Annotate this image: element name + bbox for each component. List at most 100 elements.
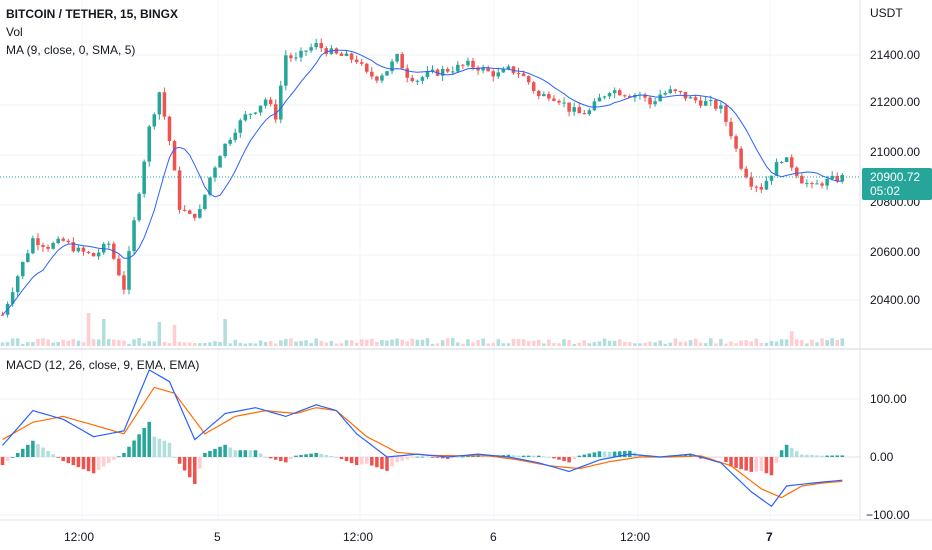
macd-hist-bar (20, 448, 25, 457)
volume-bar (415, 339, 420, 346)
macd-hist-bar (198, 457, 202, 469)
candle-body (774, 162, 779, 176)
volume-bar (658, 340, 662, 346)
candle-body (643, 94, 647, 98)
volume-bar (91, 339, 96, 346)
macd-hist-bar (375, 457, 379, 468)
volume-bar (319, 340, 324, 346)
macd-hist-bar (152, 436, 157, 457)
macd-tick: −100.00 (866, 508, 910, 522)
volume-bar (759, 342, 764, 346)
volume-bar (678, 341, 683, 346)
volume-bar (516, 339, 521, 346)
volume-bar (491, 342, 496, 346)
volume-bar (213, 341, 217, 346)
macd-pane[interactable] (0, 369, 860, 508)
macd-hist-bar (349, 457, 354, 464)
volume-bar (506, 343, 511, 346)
macd-hist-bar (683, 454, 688, 457)
candle-body (612, 90, 617, 94)
macd-hist-bar (759, 457, 764, 472)
macd-hist-bar (415, 456, 420, 458)
volume-bar (344, 340, 349, 346)
candle-body (769, 175, 774, 181)
macd-hist-bar (5, 457, 10, 462)
macd-hist-bar (268, 457, 273, 459)
volume-bar (177, 341, 182, 346)
candle-body (26, 253, 30, 262)
candle-body (203, 194, 207, 209)
macd-hist-bar (754, 457, 759, 472)
volume-bar (10, 338, 15, 346)
macd-hist-bar (304, 454, 308, 457)
last-price-value: 20900.72 (870, 170, 920, 184)
candle-body (66, 240, 71, 243)
volume-bar (289, 338, 293, 346)
candle-body (122, 275, 126, 290)
volume-bar (258, 340, 263, 346)
candle-body (370, 71, 374, 77)
volume-bar (390, 339, 394, 346)
price-axis[interactable]: USDT 21400.00 21200.00 21000.00 20800.00… (870, 6, 920, 307)
volume-bar (754, 338, 759, 346)
volume-bar (734, 343, 738, 346)
macd-hist-bar (223, 444, 227, 457)
candle-body (784, 157, 789, 163)
volume-bar (223, 319, 227, 346)
volume-bar (66, 340, 71, 346)
candle-body (344, 53, 349, 56)
volume-bar (461, 343, 465, 346)
candle-body (754, 186, 759, 188)
volume-bar (486, 343, 490, 346)
macd-hist-bar (96, 457, 101, 470)
macd-hist-bar (15, 452, 20, 457)
macd-hist-bar (714, 457, 718, 458)
macd-hist-bar (825, 455, 829, 457)
volume-bar (840, 338, 845, 346)
candle-body (127, 251, 131, 290)
volume-bar (61, 339, 66, 346)
macd-axis[interactable]: 100.00 0.00 −100.00 (866, 392, 910, 522)
volume-bar (81, 342, 86, 346)
volume-bar (192, 343, 197, 346)
macd-hist-bar (187, 457, 192, 478)
candle-body (708, 100, 713, 102)
candle-body (375, 76, 379, 81)
price-pane[interactable] (0, 38, 860, 346)
ma-legend[interactable]: MA (9, close, 0, SMA, 5) (6, 43, 135, 57)
candle-body (425, 71, 430, 78)
volume-bar (562, 339, 566, 346)
symbol-legend[interactable]: BITCOIN / TETHER, 15, BINGX (6, 7, 178, 21)
volume-bar (51, 342, 55, 346)
volume-bar (304, 340, 308, 346)
volume-bar (339, 343, 344, 346)
macd-hist-bar (612, 451, 617, 457)
volume-bar (440, 340, 445, 346)
candle-body (76, 247, 81, 252)
volume-bar (273, 343, 278, 346)
volume-bar (693, 338, 698, 346)
candle-body (106, 243, 111, 245)
candle-body (304, 50, 308, 52)
macd-hist-bar (182, 457, 187, 471)
candle-body (278, 85, 283, 120)
volume-bar (314, 338, 318, 346)
volume-bar (663, 343, 668, 346)
volume-legend[interactable]: Vol (6, 25, 23, 39)
candle-body (71, 242, 76, 252)
macd-hist-bar (319, 453, 324, 457)
candle-body (268, 99, 273, 105)
macd-hist-bar (117, 456, 121, 458)
macd-legend[interactable]: MACD (12, 26, close, 9, EMA, EMA) (6, 358, 199, 372)
price-tick: 20400.00 (870, 293, 920, 307)
candle-body (582, 113, 587, 115)
volume-bar (142, 343, 146, 346)
time-axis[interactable]: 12:00 5 12:00 6 12:00 7 (64, 530, 773, 544)
macd-hist-bar (106, 457, 111, 464)
candle-body (461, 64, 465, 66)
macd-hist-bar (354, 457, 359, 466)
candle-body (334, 48, 339, 54)
candle-body (587, 110, 592, 115)
candle-body (132, 220, 136, 252)
